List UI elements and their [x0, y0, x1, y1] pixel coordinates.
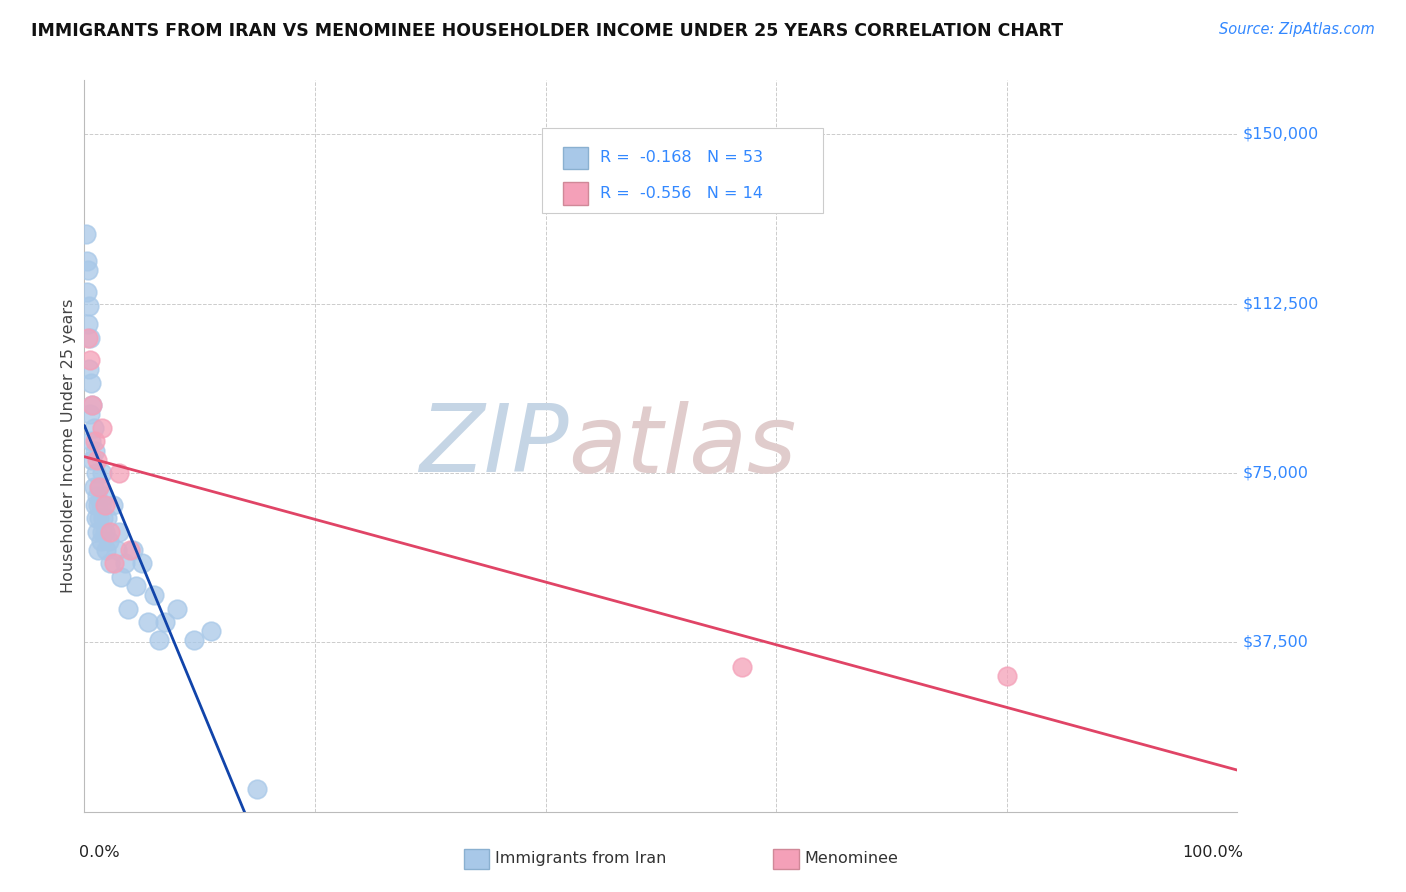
Point — [80, 376, 103, 390]
Point — [125, 579, 148, 593]
Point — [76, 285, 98, 300]
Point — [76, 317, 98, 331]
Point — [84, 466, 107, 480]
Text: $37,500: $37,500 — [1243, 635, 1309, 650]
Point — [83, 434, 105, 449]
Point — [98, 524, 121, 539]
Point — [246, 782, 269, 797]
Point — [136, 615, 159, 629]
Point — [94, 498, 117, 512]
Text: Menominee: Menominee — [804, 851, 898, 865]
Point — [84, 511, 107, 525]
Point — [76, 331, 98, 345]
Text: ZIP: ZIP — [419, 401, 568, 491]
Text: atlas: atlas — [568, 401, 797, 491]
Point — [89, 480, 111, 494]
Point — [117, 601, 139, 615]
Point — [90, 421, 112, 435]
Point — [131, 557, 153, 571]
Point — [76, 263, 98, 277]
Point — [98, 557, 121, 571]
Point — [89, 480, 111, 494]
Point — [86, 524, 108, 539]
Point — [153, 615, 176, 629]
Point — [90, 524, 112, 539]
Point — [108, 466, 131, 480]
Point — [79, 408, 101, 422]
Point — [76, 253, 98, 268]
Text: R =  -0.556   N = 14: R = -0.556 N = 14 — [600, 186, 762, 201]
Point — [83, 443, 105, 458]
Point — [200, 624, 222, 639]
Point — [77, 362, 100, 376]
Point — [96, 511, 118, 525]
Point — [83, 421, 105, 435]
Point — [83, 480, 105, 494]
Point — [89, 533, 111, 548]
Point — [89, 498, 111, 512]
Point — [114, 557, 136, 571]
Y-axis label: Householder Income Under 25 years: Householder Income Under 25 years — [60, 299, 76, 593]
Point — [79, 353, 101, 368]
Point — [120, 542, 142, 557]
Point — [77, 299, 100, 313]
Text: 100.0%: 100.0% — [1182, 845, 1243, 860]
Text: Source: ZipAtlas.com: Source: ZipAtlas.com — [1219, 22, 1375, 37]
Text: $75,000: $75,000 — [1243, 466, 1309, 481]
Text: Immigrants from Iran: Immigrants from Iran — [495, 851, 666, 865]
Point — [87, 498, 110, 512]
Point — [96, 542, 118, 557]
Point — [110, 570, 132, 584]
Point — [75, 227, 97, 241]
Point — [80, 434, 103, 449]
Point — [142, 588, 165, 602]
Point — [86, 489, 108, 503]
Point — [87, 542, 110, 557]
Point — [121, 542, 143, 557]
Point — [94, 524, 117, 539]
Point — [91, 511, 114, 525]
Point — [83, 498, 105, 512]
Point — [148, 633, 170, 648]
Point — [995, 669, 1018, 683]
Point — [93, 489, 115, 503]
Point — [90, 466, 112, 480]
Point — [103, 498, 124, 512]
Text: $112,500: $112,500 — [1243, 296, 1319, 311]
Text: 0.0%: 0.0% — [79, 845, 120, 860]
Text: R =  -0.168   N = 53: R = -0.168 N = 53 — [600, 151, 762, 165]
Point — [108, 524, 131, 539]
Point — [82, 452, 104, 467]
Text: IMMIGRANTS FROM IRAN VS MENOMINEE HOUSEHOLDER INCOME UNDER 25 YEARS CORRELATION : IMMIGRANTS FROM IRAN VS MENOMINEE HOUSEH… — [31, 22, 1063, 40]
Text: $150,000: $150,000 — [1243, 127, 1319, 142]
Point — [730, 660, 752, 674]
Point — [86, 452, 108, 467]
Point — [97, 533, 120, 548]
Point — [166, 601, 188, 615]
Point — [82, 398, 104, 412]
Point — [183, 633, 205, 648]
Point — [79, 331, 101, 345]
Point — [105, 542, 128, 557]
Point — [103, 557, 125, 571]
Point — [89, 511, 111, 525]
Point — [82, 398, 104, 412]
